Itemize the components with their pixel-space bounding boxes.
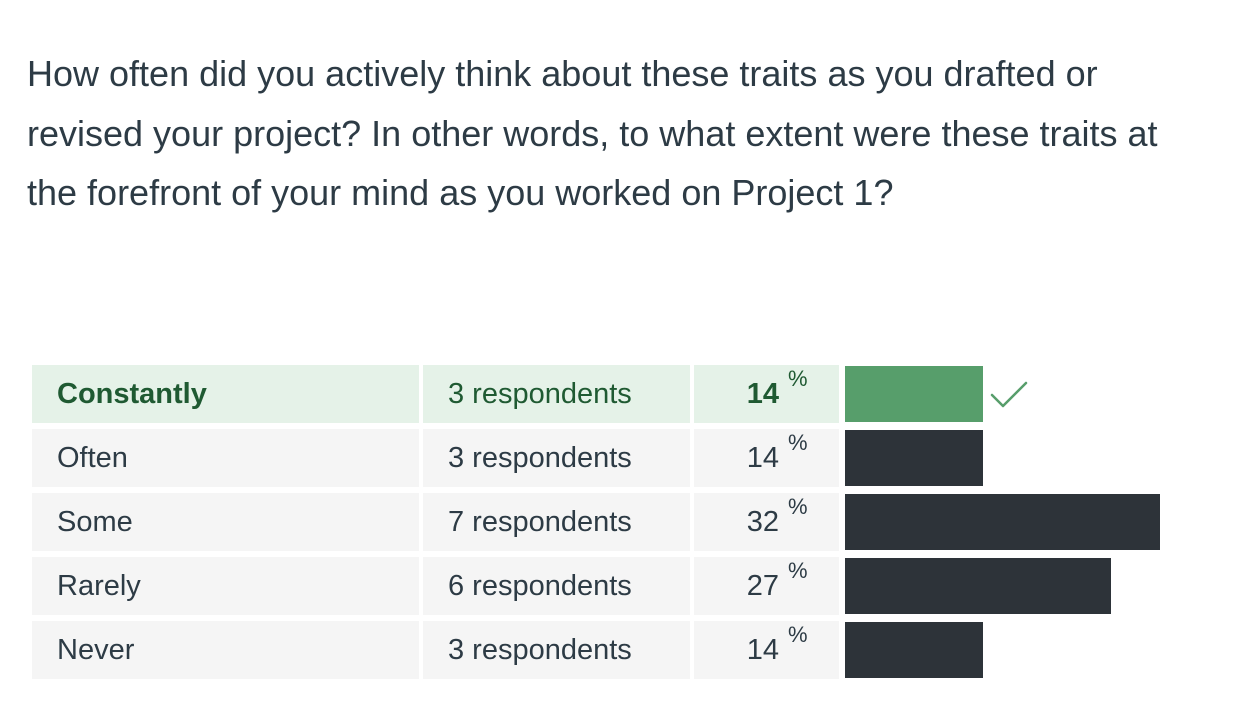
answer-label: Often — [32, 429, 419, 487]
percent-sign: % — [788, 622, 808, 647]
answer-label: Constantly — [32, 365, 419, 423]
percent-value: 14 — [746, 442, 779, 474]
correct-answer-check-icon — [990, 381, 1028, 408]
percent-bar — [845, 430, 983, 486]
answer-percent: 14 % — [694, 365, 839, 423]
answer-percent: 32 % — [694, 493, 839, 551]
respondent-count: 7 respondents — [423, 493, 690, 551]
percent-value: 27 — [746, 570, 779, 602]
answer-percent: 14 % — [694, 621, 839, 679]
percent-sign: % — [788, 558, 808, 583]
respondent-count: 6 respondents — [423, 557, 690, 615]
answer-label: Rarely — [32, 557, 419, 615]
answer-percent: 14 % — [694, 429, 839, 487]
percent-sign: % — [788, 494, 808, 519]
percent-value: 14 — [746, 378, 779, 410]
percent-sign: % — [788, 430, 808, 455]
answer-percent: 27 % — [694, 557, 839, 615]
percent-bar — [845, 558, 1111, 614]
respondent-count: 3 respondents — [423, 429, 690, 487]
percent-bar — [845, 494, 1160, 550]
answer-label: Never — [32, 621, 419, 679]
answer-label: Some — [32, 493, 419, 551]
percent-bar — [845, 622, 983, 678]
percent-bar — [845, 366, 983, 422]
respondent-count: 3 respondents — [423, 621, 690, 679]
respondent-count: 3 respondents — [423, 365, 690, 423]
question-text: How often did you actively think about t… — [27, 53, 1158, 213]
percent-value: 14 — [746, 634, 779, 666]
percent-value: 32 — [746, 506, 779, 538]
percent-sign: % — [788, 366, 808, 391]
